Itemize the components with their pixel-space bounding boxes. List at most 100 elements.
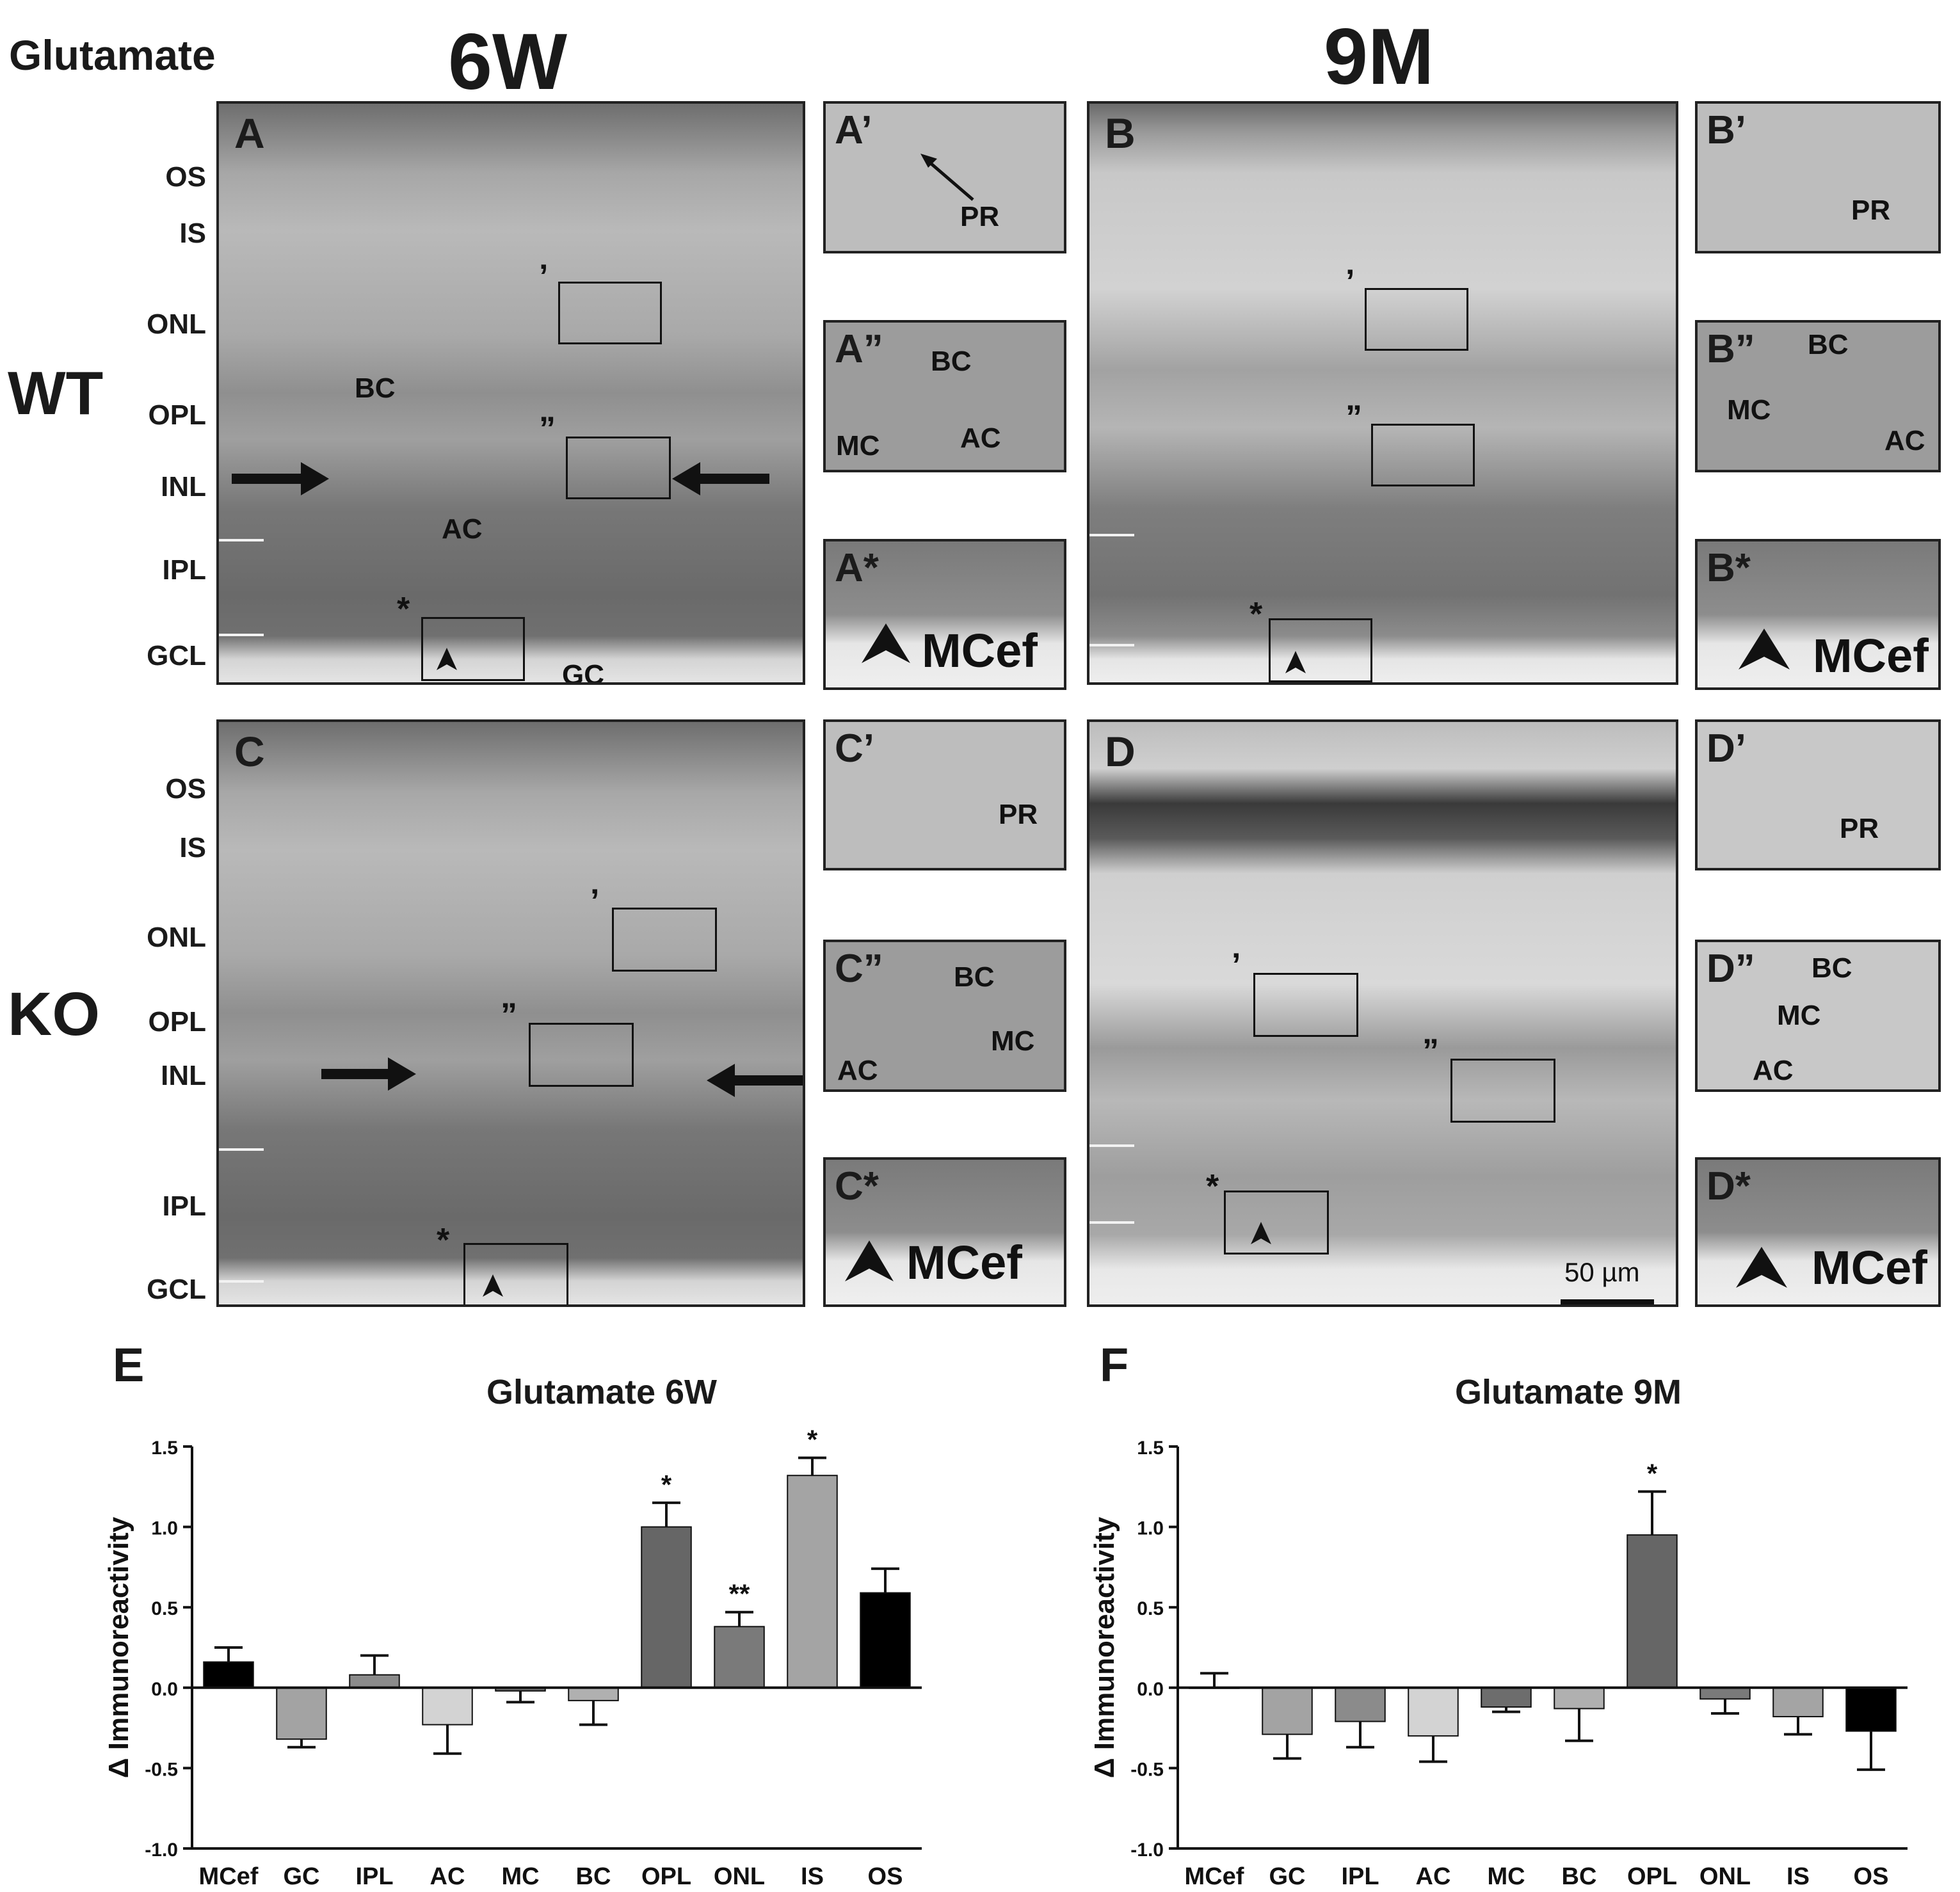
bar-chart-f: 1.5 1.0 0.5 0.0 -0.5 -1.0 Δ Immunoreactivity *…: [1089, 1438, 1908, 1888]
y-tick-label: -1.0: [145, 1840, 178, 1861]
layer-label-ipl: IPL: [162, 1191, 206, 1222]
layer-label-inl: INL: [161, 471, 206, 502]
inset-letter: B*: [1707, 546, 1751, 590]
bar-is: [787, 1475, 838, 1688]
boundary-tick: [219, 1148, 264, 1151]
bar-os: [860, 1592, 911, 1688]
bar-onl: [1699, 1687, 1751, 1700]
layer-label-is: IS: [179, 218, 206, 249]
inset-letter: B”: [1707, 327, 1755, 371]
chart-letter-e: E: [113, 1338, 145, 1391]
label-pr: PR: [999, 799, 1038, 830]
roi-mark-star: *: [437, 1222, 450, 1259]
label-bc: BC: [355, 373, 396, 404]
roi-box-prime: [612, 908, 717, 972]
bar-gc: [276, 1687, 327, 1740]
label-mc: MC: [1777, 1000, 1821, 1031]
bar-ac: [422, 1687, 473, 1726]
row-label-ko: KO: [8, 980, 100, 1048]
roi-mark-star: *: [1249, 596, 1263, 633]
x-tick-label: IPL: [1341, 1863, 1379, 1888]
x-tick-label: OPL: [641, 1863, 691, 1888]
bar-opl: [641, 1526, 692, 1688]
roi-box-double-prime: [566, 437, 671, 499]
row-label-wt: WT: [8, 359, 104, 428]
inset-c-star: C* MCef: [823, 1157, 1066, 1307]
y-tick-label: -0.5: [145, 1759, 178, 1780]
roi-box-prime: [1253, 973, 1358, 1037]
boundary-tick: [1089, 1221, 1134, 1224]
micrograph-panel-d: D ’ ” * 50 µm: [1087, 719, 1678, 1307]
x-tick-label: MCef: [199, 1863, 259, 1888]
x-tick-label: OS: [868, 1863, 903, 1888]
label-bc: BC: [931, 346, 972, 377]
x-tick-label: OPL: [1627, 1863, 1677, 1888]
x-tick-label: IS: [1787, 1863, 1810, 1888]
roi-mark-star: *: [1206, 1168, 1219, 1205]
label-mc: MC: [1727, 394, 1771, 426]
significance-mark: *: [1647, 1458, 1658, 1488]
y-axis: 1.5 1.0 0.5 0.0 -0.5 -1.0 Δ Immunoreactivity: [103, 1438, 193, 1861]
bar-os: [1845, 1687, 1897, 1732]
layer-label-is: IS: [179, 832, 206, 863]
x-tick-label: BC: [1562, 1863, 1597, 1888]
roi-box-prime: [1365, 288, 1468, 351]
annotation-arrows: [920, 154, 974, 201]
inset-letter: B’: [1707, 108, 1746, 152]
bar-gc: [1262, 1687, 1313, 1735]
roi-box-star: [1269, 618, 1372, 682]
y-tick-label: 0.0: [151, 1679, 178, 1700]
micrograph-panel-b: B ’ ” *: [1087, 101, 1678, 685]
x-axis: MCef GC IPL AC MC BC OPL ONL IS OS: [192, 1686, 922, 1888]
roi-mark-prime: ’: [1232, 947, 1241, 984]
annotation-arrows: [862, 623, 910, 663]
layer-label-ipl: IPL: [162, 554, 206, 586]
roi-box-double-prime: [529, 1023, 634, 1087]
x-tick-label: MC: [501, 1863, 539, 1888]
roi-mark-double-prime: ”: [501, 997, 517, 1034]
layer-label-gcl: GCL: [147, 640, 206, 671]
chart-letter-f: F: [1100, 1338, 1129, 1391]
boundary-tick: [219, 1280, 264, 1283]
y-tick-label: -0.5: [1130, 1759, 1164, 1780]
inset-b-star: B* MCef: [1695, 539, 1941, 690]
roi-box-double-prime: [1371, 424, 1475, 486]
annotation-arrows: [1739, 629, 1790, 669]
figure-corner-label: Glutamate: [9, 31, 216, 79]
inset-a-prime: A’ PR: [823, 101, 1066, 253]
bar-ac: [1408, 1687, 1459, 1737]
inset-letter: D*: [1707, 1164, 1751, 1208]
boundary-tick: [1089, 534, 1134, 536]
annotation-arrows: [232, 462, 769, 670]
roi-mark-prime: ’: [1345, 263, 1355, 300]
label-mcef: MCef: [1811, 1241, 1927, 1294]
y-axis: 1.5 1.0 0.5 0.0 -0.5 -1.0 Δ Immunoreactivity: [1089, 1438, 1179, 1861]
label-ac: AC: [960, 422, 1001, 454]
bar-onl: [714, 1626, 765, 1688]
bar-ipl: [349, 1674, 400, 1688]
roi-mark-star: *: [397, 591, 410, 628]
x-tick-label: MCef: [1185, 1863, 1244, 1888]
label-ac: AC: [837, 1055, 878, 1086]
x-tick-label: AC: [1416, 1863, 1451, 1888]
inset-letter: C’: [835, 726, 874, 771]
micrograph-panel-a: A ’ ” * BC AC GC: [216, 101, 805, 685]
layer-label-opl: OPL: [148, 399, 206, 431]
inset-letter: D”: [1707, 947, 1755, 991]
label-mcef: MCef: [922, 624, 1038, 677]
annotation-arrows: [845, 1240, 894, 1281]
y-tick-label: 0.5: [151, 1598, 178, 1619]
inset-a-double-prime: A” BC MC AC: [823, 320, 1066, 472]
inset-letter: A’: [835, 108, 872, 152]
y-axis-title: Δ Immunoreactivity: [103, 1516, 134, 1778]
x-tick-label: AC: [430, 1863, 465, 1888]
scale-bar-label: 50 µm: [1564, 1257, 1640, 1287]
roi-mark-double-prime: ”: [539, 410, 556, 447]
inset-d-prime: D’ PR: [1695, 719, 1941, 870]
annotation-arrows: [321, 1057, 803, 1297]
significance-mark: *: [807, 1425, 818, 1455]
x-tick-label: GC: [284, 1863, 320, 1888]
inset-c-double-prime: C” BC AC MC: [823, 940, 1066, 1092]
x-tick-label: IS: [801, 1863, 824, 1888]
panel-letter-a: A: [234, 109, 265, 157]
